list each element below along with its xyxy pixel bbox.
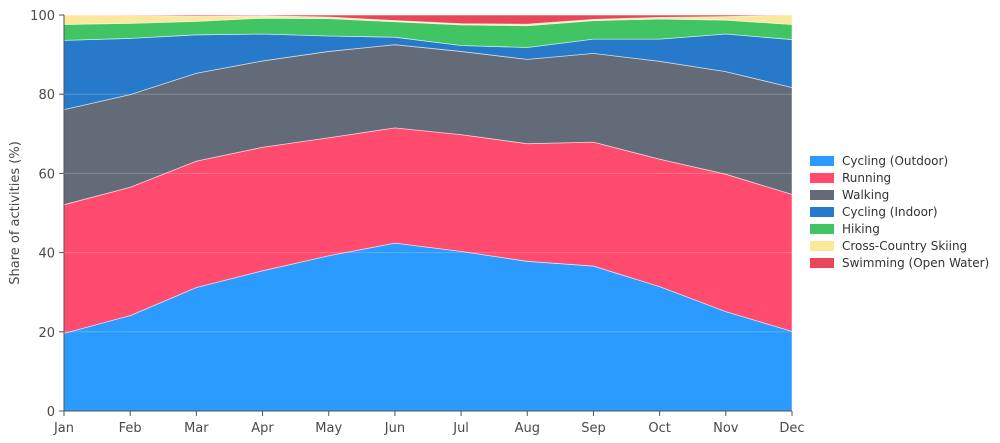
- legend-label: Cycling (Outdoor): [842, 154, 948, 168]
- legend-label: Cycling (Indoor): [842, 205, 938, 219]
- legend-label: Running: [842, 171, 891, 185]
- legend-item: Cycling (Outdoor): [810, 154, 948, 168]
- legend-item: Cycling (Indoor): [810, 205, 938, 219]
- y-tick-label: 80: [38, 88, 55, 103]
- legend-item: Running: [810, 171, 891, 185]
- legend-label: Walking: [842, 188, 889, 202]
- legend-swatch: [810, 258, 834, 268]
- y-tick-label: 60: [38, 167, 55, 182]
- y-tick-label: 40: [38, 247, 55, 262]
- x-tick-label: May: [315, 421, 342, 436]
- y-tick-label: 100: [30, 9, 55, 24]
- legend-label: Cross-Country Skiing: [842, 239, 967, 253]
- plot-area: [63, 14, 793, 412]
- y-tick-label: 0: [47, 405, 55, 420]
- legend: Cycling (Outdoor) Running Walking Cycling (…: [810, 154, 989, 270]
- legend-swatch: [810, 241, 834, 251]
- legend-swatch: [810, 224, 834, 234]
- legend-item: Swimming (Open Water): [810, 256, 989, 270]
- x-tick-label: Jan: [53, 421, 74, 436]
- legend-item: Cross-Country Skiing: [810, 239, 967, 253]
- x-tick-label: Nov: [713, 421, 739, 436]
- legend-swatch: [810, 190, 834, 200]
- legend-item: Walking: [810, 188, 889, 202]
- legend-swatch: [810, 173, 834, 183]
- axes: 0 20 40 60 80 100 Jan Feb Mar Apr May Jun Jul Aug Sep O…: [30, 9, 804, 436]
- x-tick-label: Sep: [581, 421, 606, 436]
- x-tick-label: Dec: [779, 421, 804, 436]
- legend-label: Hiking: [842, 222, 880, 236]
- area-swimming-open-water: [63, 14, 793, 25]
- x-tick-label: Feb: [119, 421, 142, 436]
- legend-item: Hiking: [810, 222, 880, 236]
- x-tick-label: Aug: [515, 421, 540, 436]
- legend-swatch: [810, 207, 834, 217]
- y-axis-title: Share of activities (%): [8, 141, 23, 285]
- legend-label: Swimming (Open Water): [842, 256, 989, 270]
- x-tick-label: Mar: [184, 421, 209, 436]
- x-tick-label: Jun: [384, 421, 405, 436]
- x-tick-label: Apr: [251, 421, 274, 436]
- x-tick-label: Oct: [648, 421, 670, 436]
- y-tick-label: 20: [38, 326, 55, 341]
- legend-swatch: [810, 156, 834, 166]
- x-tick-label: Jul: [452, 421, 469, 436]
